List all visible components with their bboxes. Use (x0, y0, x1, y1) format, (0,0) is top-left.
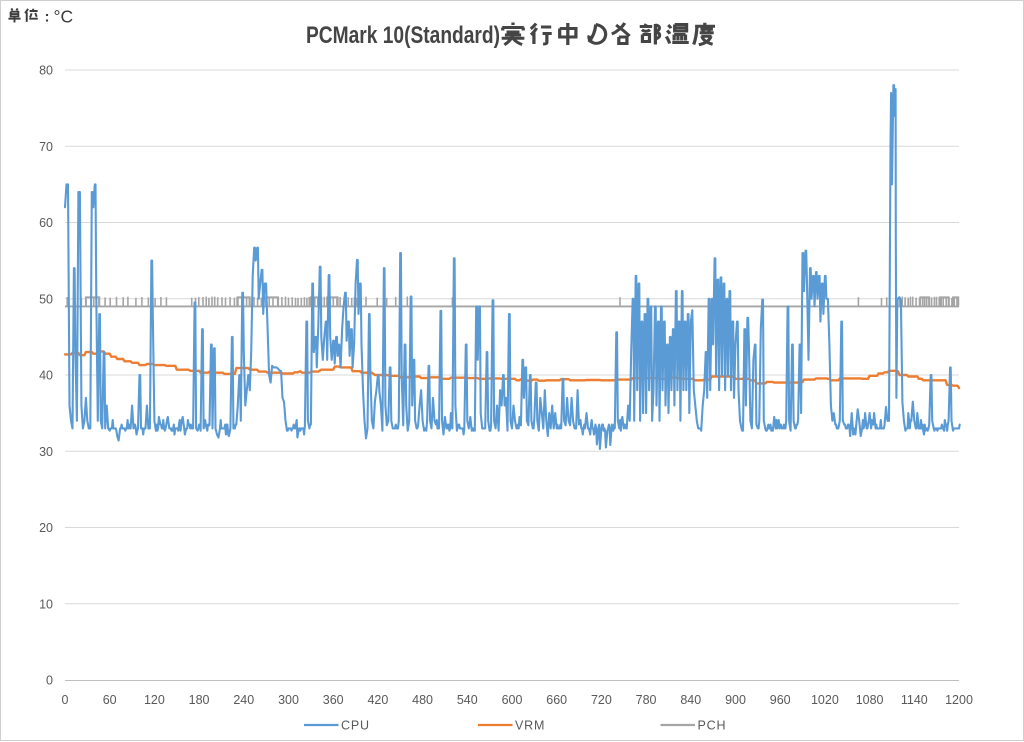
svg-text:10: 10 (39, 597, 53, 611)
svg-text:40: 40 (39, 369, 53, 383)
svg-text:20: 20 (39, 521, 53, 535)
svg-text:CPU: CPU (341, 719, 370, 733)
svg-text:480: 480 (412, 693, 433, 707)
svg-text:360: 360 (323, 693, 344, 707)
svg-text:900: 900 (725, 693, 746, 707)
svg-text:1080: 1080 (856, 693, 884, 707)
svg-text:300: 300 (278, 693, 299, 707)
svg-text:80: 80 (39, 64, 53, 78)
svg-text:60: 60 (103, 693, 117, 707)
svg-text:720: 720 (591, 693, 612, 707)
svg-text:70: 70 (39, 140, 53, 154)
svg-text:60: 60 (39, 216, 53, 230)
svg-text:0: 0 (62, 693, 69, 707)
svg-text::: : (45, 9, 50, 26)
svg-text:1020: 1020 (811, 693, 839, 707)
svg-text:1200: 1200 (945, 693, 973, 707)
svg-text:1140: 1140 (901, 693, 928, 707)
svg-text:600: 600 (502, 693, 523, 707)
svg-text:660: 660 (546, 693, 567, 707)
svg-text:30: 30 (39, 445, 53, 459)
svg-text:PCMark 10(Standard): PCMark 10(Standard) (306, 22, 500, 49)
svg-text:840: 840 (680, 693, 701, 707)
svg-text:0: 0 (46, 674, 53, 688)
svg-text:VRM: VRM (515, 719, 545, 733)
svg-text:50: 50 (39, 292, 53, 306)
svg-text:180: 180 (189, 693, 210, 707)
svg-text:°C: °C (54, 7, 74, 27)
svg-text:120: 120 (144, 693, 165, 707)
svg-text:780: 780 (636, 693, 657, 707)
svg-text:PCH: PCH (698, 719, 727, 733)
svg-text:960: 960 (770, 693, 791, 707)
svg-text:240: 240 (233, 693, 254, 707)
svg-text:420: 420 (367, 693, 388, 707)
svg-text:540: 540 (457, 693, 478, 707)
